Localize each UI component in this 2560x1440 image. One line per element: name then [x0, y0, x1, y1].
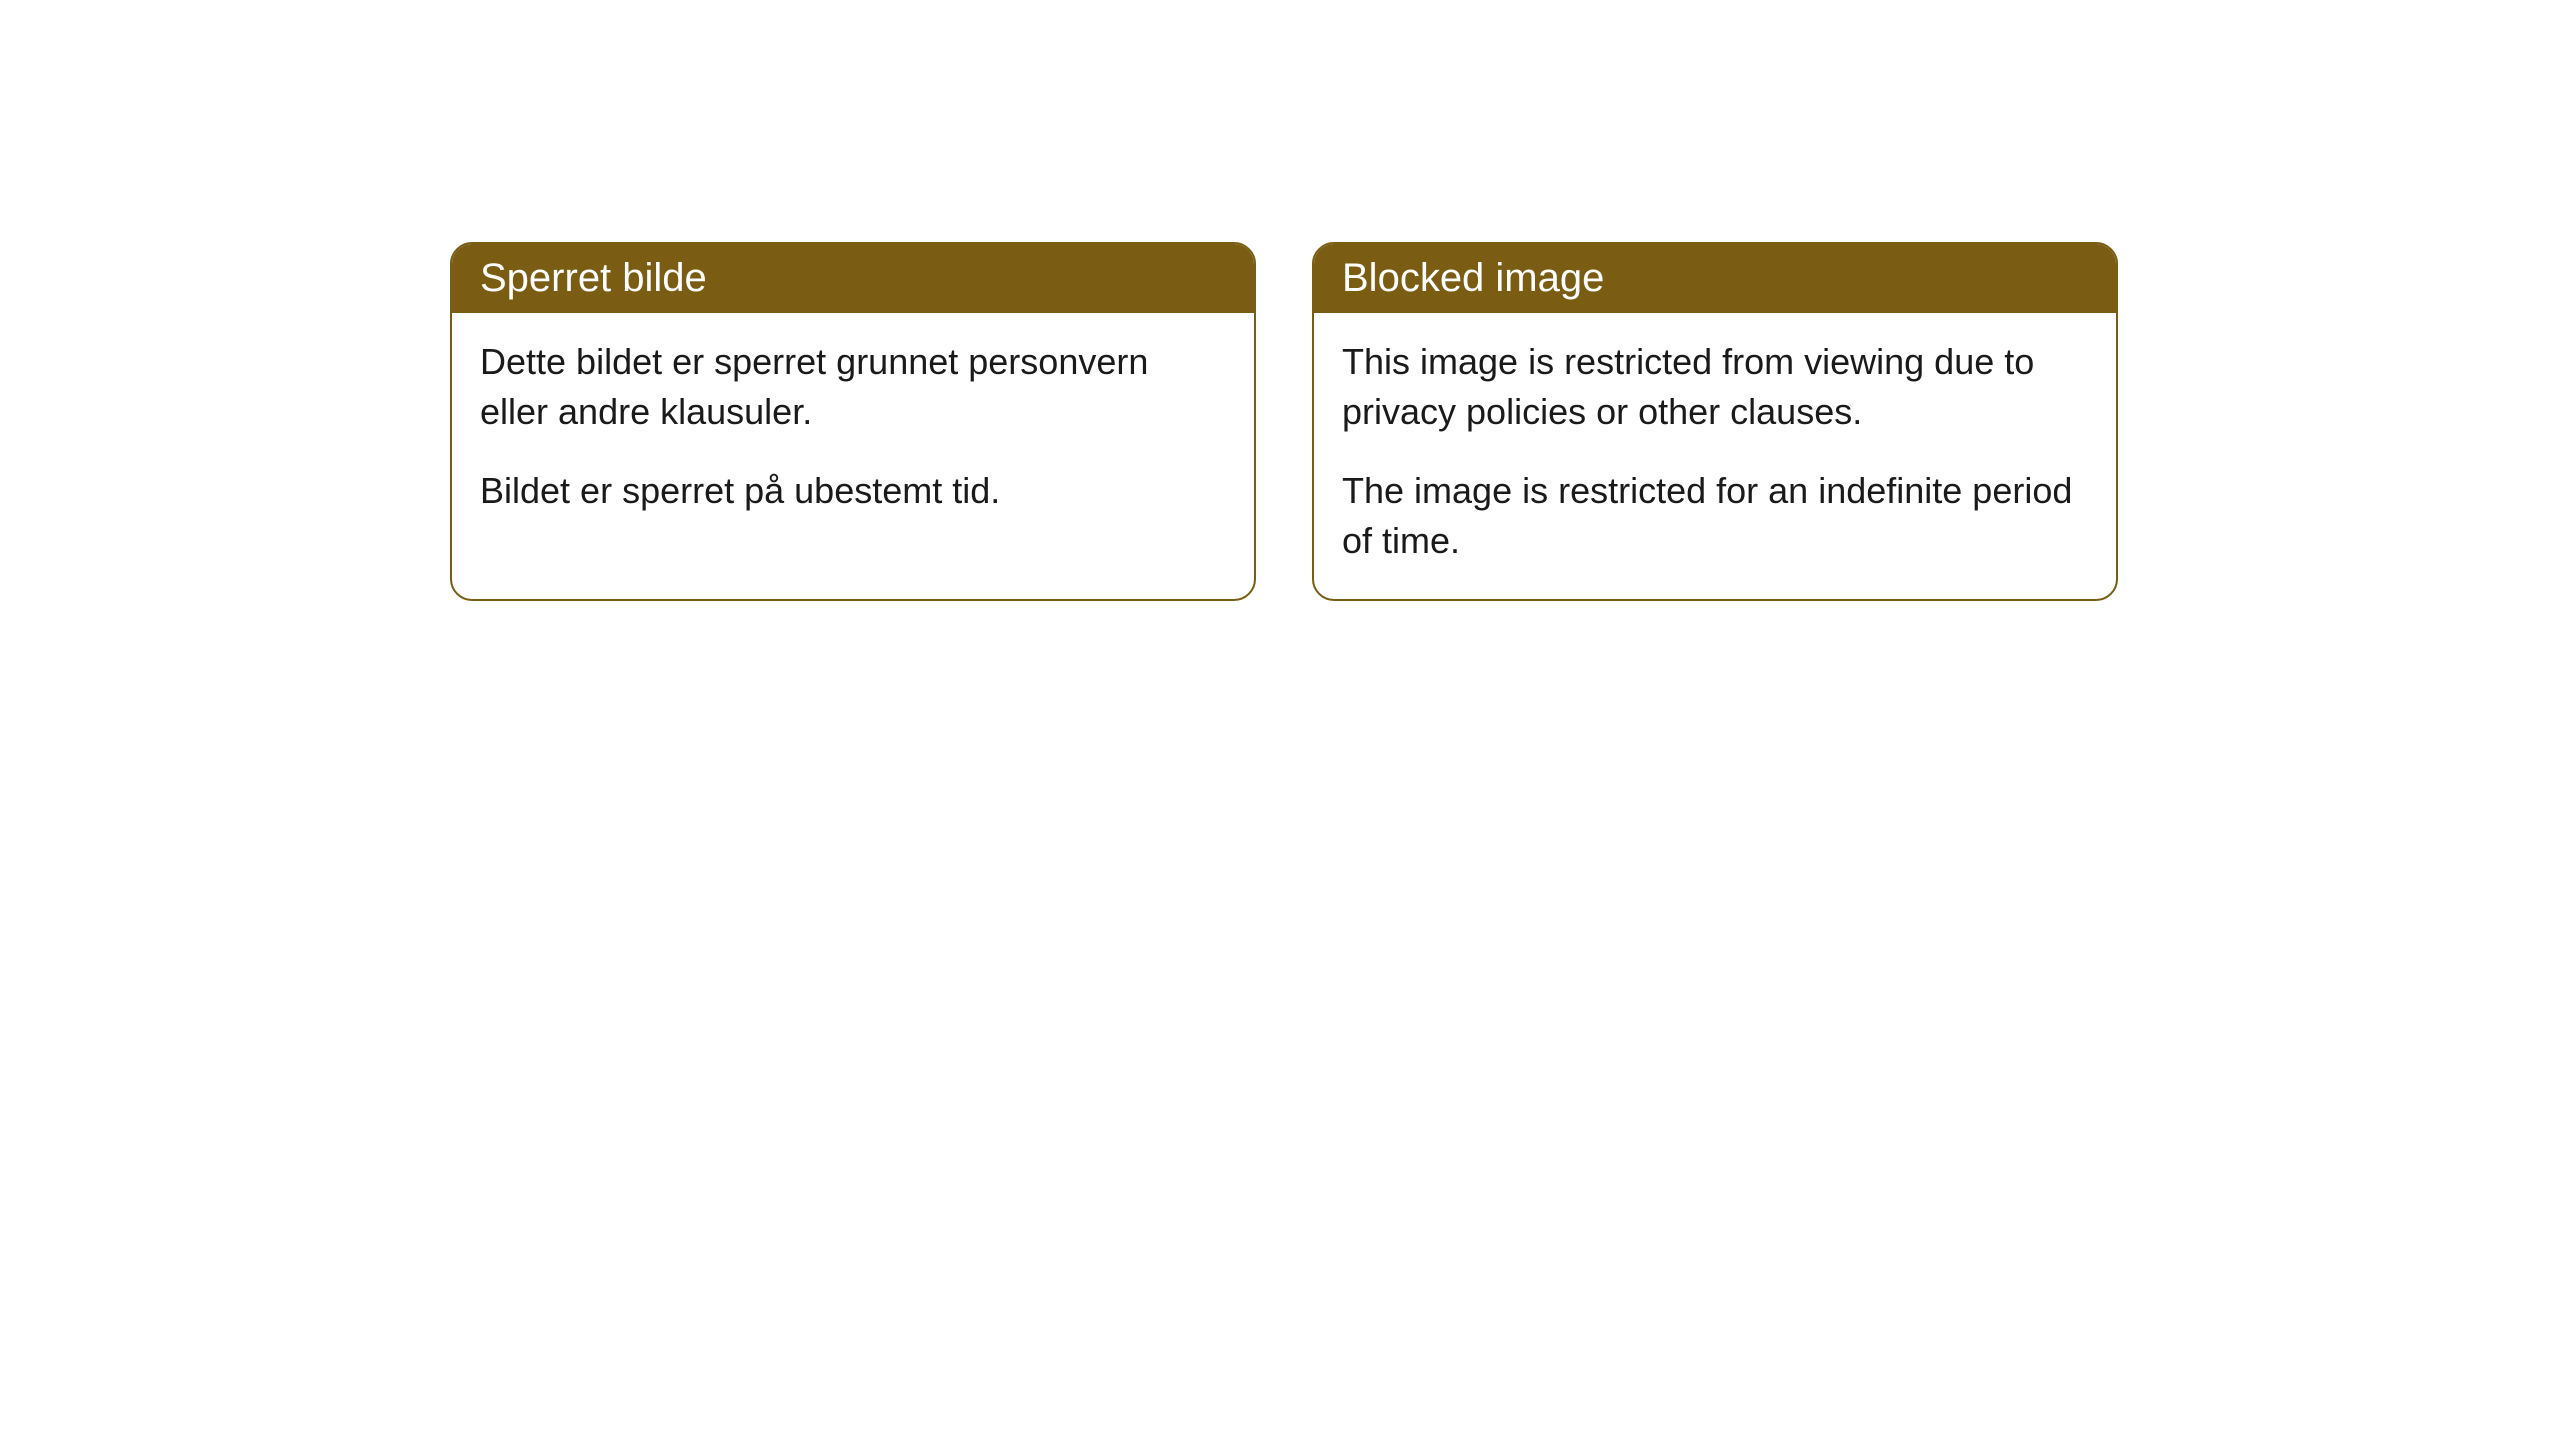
card-english: Blocked image This image is restricted f…	[1312, 242, 2118, 601]
card-header-norwegian: Sperret bilde	[452, 244, 1254, 313]
card-paragraph-1-english: This image is restricted from viewing du…	[1342, 337, 2088, 438]
card-body-english: This image is restricted from viewing du…	[1314, 313, 2116, 599]
notice-cards-container: Sperret bilde Dette bildet er sperret gr…	[450, 242, 2118, 601]
card-paragraph-1-norwegian: Dette bildet er sperret grunnet personve…	[480, 337, 1226, 438]
card-paragraph-2-norwegian: Bildet er sperret på ubestemt tid.	[480, 466, 1226, 516]
card-header-english: Blocked image	[1314, 244, 2116, 313]
card-body-norwegian: Dette bildet er sperret grunnet personve…	[452, 313, 1254, 548]
card-norwegian: Sperret bilde Dette bildet er sperret gr…	[450, 242, 1256, 601]
card-title-norwegian: Sperret bilde	[480, 256, 707, 300]
card-paragraph-2-english: The image is restricted for an indefinit…	[1342, 466, 2088, 567]
card-title-english: Blocked image	[1342, 256, 1604, 300]
